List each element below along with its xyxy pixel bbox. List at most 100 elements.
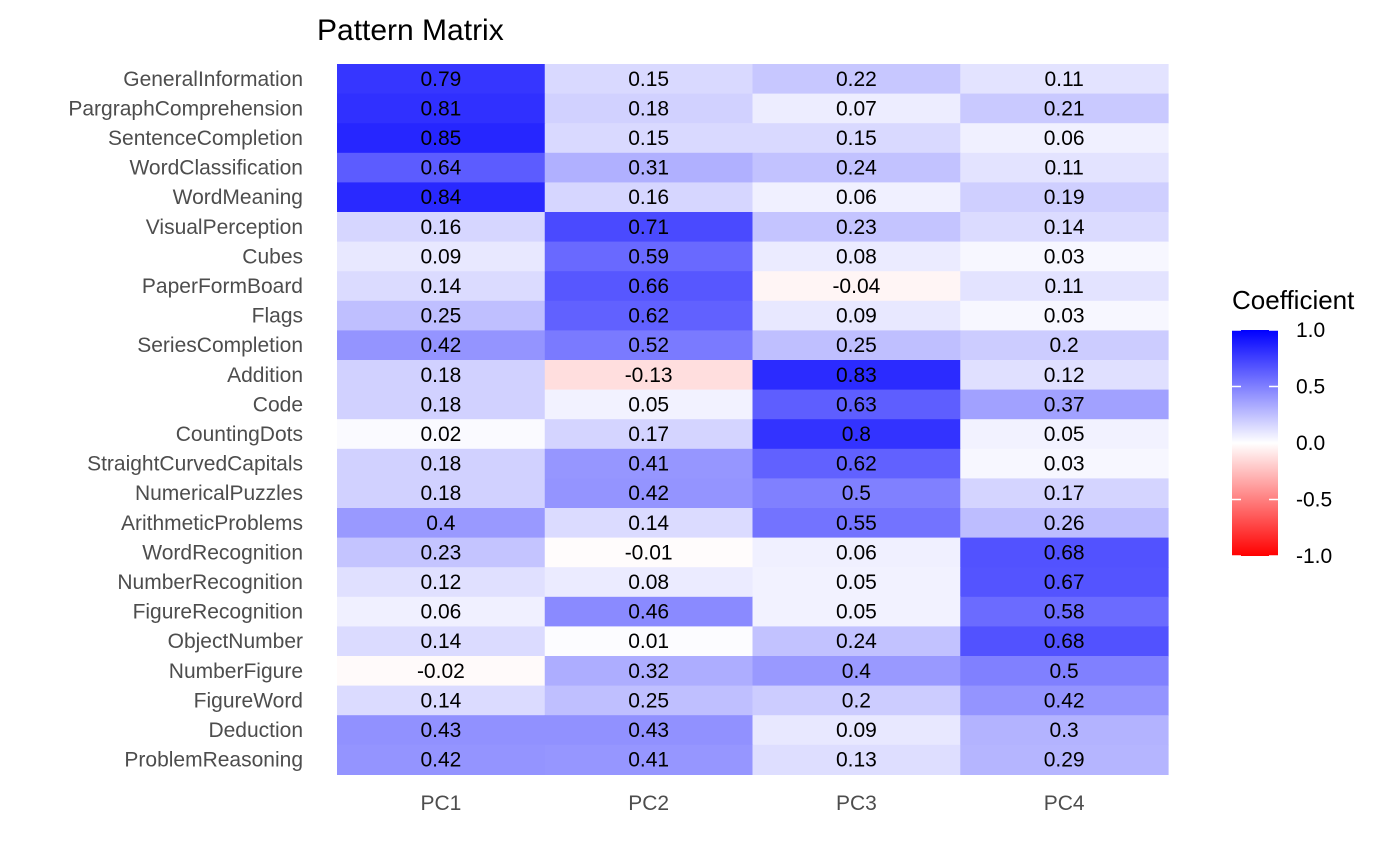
heatmap-cell [544,330,754,361]
cell-value-label: 0.67 [1044,571,1085,594]
row-label: Cubes [242,245,303,268]
cell-value-label: 0.68 [1044,541,1085,564]
cell-value-label: 0.62 [836,453,877,476]
cell-value-label: 0.22 [836,68,877,91]
heatmap-cell [544,152,754,183]
cell-value-label: 0.05 [1044,423,1085,446]
heatmap-cell [544,656,754,687]
heatmap-cell [960,744,1169,775]
heatmap-cell [337,448,546,479]
cell-value-label: 0.85 [420,127,461,150]
cell-value-label: -0.02 [417,660,465,683]
cell-value-label: 0.2 [842,689,871,712]
cell-value-label: 0.16 [420,216,461,239]
heatmap-cell [544,182,754,213]
row-label: GeneralInformation [123,68,303,91]
row-label: Addition [227,364,303,387]
cell-value-label: 0.17 [628,423,669,446]
row-label: WordClassification [129,157,303,180]
row-label: CountingDots [176,423,303,446]
cell-value-label: 0.14 [420,275,461,298]
cell-value-label: 0.03 [1044,245,1085,268]
heatmap-cell [337,330,546,361]
cell-value-label: 0.13 [836,749,877,772]
heatmap-cell [752,93,961,124]
cell-value-label: 0.06 [1044,127,1085,150]
cell-value-label: 0.41 [628,453,669,476]
heatmap-cell [337,656,546,687]
heatmap-cell [544,478,754,509]
cell-value-label: 0.42 [628,482,669,505]
row-label: ObjectNumber [168,630,303,653]
legend-title: Coefficient [1232,285,1355,315]
heatmap-cell [752,685,961,716]
heatmap-cell [960,537,1169,568]
cell-value-label: 0.11 [1044,157,1083,180]
heatmap-cell [960,478,1169,509]
heatmap-cell [544,271,754,302]
heatmap-cell [960,626,1169,657]
heatmap-cell [960,300,1169,331]
cell-value-label: 0.15 [836,127,877,150]
cell-value-label: 0.59 [628,245,669,268]
heatmap-cell [337,537,546,568]
cell-value-label: 0.08 [628,571,669,594]
heatmap-cell [752,182,961,213]
heatmap-cell [752,537,961,568]
cell-value-label: 0.5 [1050,660,1079,683]
heatmap-cell [544,567,754,598]
heatmap-cell [752,656,961,687]
cell-value-label: 0.06 [836,186,877,209]
cell-value-label: 0.05 [628,393,669,416]
cell-value-label: 0.42 [420,749,461,772]
heatmap-cell [337,419,546,450]
heatmap-cell [752,152,961,183]
heatmap-cell [960,567,1169,598]
cell-value-label: 0.09 [420,245,461,268]
row-label: ArithmeticProblems [121,512,303,535]
heatmap-cell [752,478,961,509]
heatmap-cell [337,626,546,657]
cell-value-label: 0.52 [628,334,669,357]
heatmap-cell [960,152,1169,183]
cell-value-label: 0.16 [628,186,669,209]
heatmap-cell [960,182,1169,213]
heatmap-cell [752,596,961,627]
cell-value-label: 0.17 [1044,482,1085,505]
heatmap-cell [752,508,961,539]
cell-value-label: 0.64 [420,157,461,180]
heatmap-cell [337,241,546,272]
cell-value-label: 0.08 [836,245,877,268]
cell-value-label: 0.15 [628,127,669,150]
row-label: ProblemReasoning [124,749,303,772]
heatmap-cell [752,300,961,331]
heatmap-cell [960,389,1169,420]
cell-value-label: 0.12 [420,571,461,594]
heatmap-cell [752,64,961,95]
heatmap-cell [752,389,961,420]
heatmap-cell [337,389,546,420]
cell-value-label: 0.18 [420,453,461,476]
cell-value-label: 0.58 [1044,601,1085,624]
heatmap-cell [752,271,961,302]
row-label: PaperFormBoard [142,275,303,298]
heatmap-cell [960,508,1169,539]
heatmap-cell [337,715,546,746]
cell-value-label: 0.46 [628,601,669,624]
heatmap-cell [337,744,546,775]
heatmap-cell [337,212,546,243]
cell-value-label: 0.15 [628,68,669,91]
cell-value-label: 0.19 [1044,186,1085,209]
heatmap-cell [960,241,1169,272]
row-label: NumberRecognition [117,571,303,594]
legend-tick-label: 1.0 [1296,319,1325,342]
cell-value-label: -0.13 [625,364,673,387]
heatmap-cell [337,508,546,539]
heatmap-cell [752,567,961,598]
cell-value-label: 0.24 [836,157,877,180]
cell-value-label: 0.25 [420,305,461,328]
cell-value-label: 0.18 [628,97,669,120]
cell-value-label: -0.01 [625,541,673,564]
cell-value-label: 0.25 [836,334,877,357]
cell-value-label: 0.31 [628,157,669,180]
